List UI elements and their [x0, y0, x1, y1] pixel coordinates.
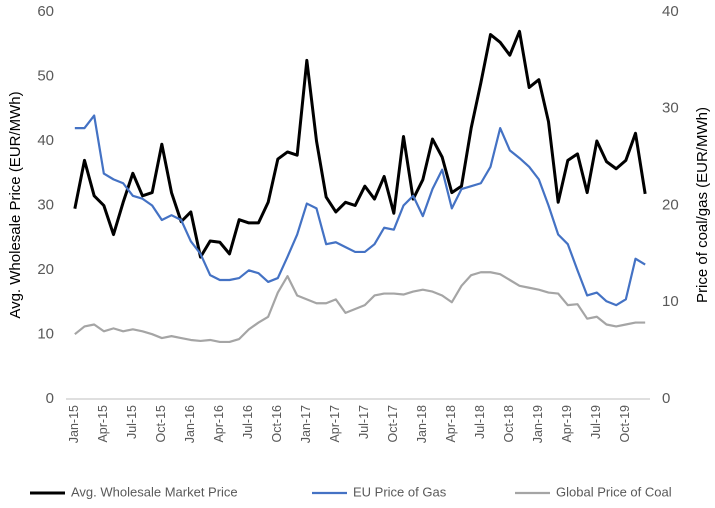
y-tick-label: 50: [37, 67, 54, 84]
y2-tick-label: 20: [662, 196, 679, 213]
x-tick-label: Jul-16: [241, 405, 255, 439]
series-line: [73, 29, 647, 259]
y2-axis-title: Price of coal/gas (EUR/MWh): [694, 107, 711, 303]
x-tick-label: Oct-19: [618, 405, 632, 443]
x-tick-label: Oct-17: [386, 405, 400, 443]
y-tick-label: 40: [37, 132, 54, 149]
y-axis-title: Avg. Wholesale Price (EUR/MWh): [7, 91, 24, 318]
y2-tick-label: 30: [662, 100, 679, 117]
x-tick-label: Oct-18: [502, 405, 516, 443]
x-tick-label: Jan-15: [67, 405, 81, 443]
x-tick-label: Oct-16: [270, 405, 284, 443]
x-tick-label: Apr-19: [560, 405, 574, 443]
y-tick-label: 30: [37, 196, 54, 213]
series-line: [74, 271, 646, 344]
x-tick-label: Jan-16: [183, 405, 197, 443]
y-tick-label: 0: [46, 390, 54, 407]
x-tick-label: Jul-19: [589, 405, 603, 439]
legend-label: Global Price of Coal: [556, 484, 672, 499]
y-tick-label: 10: [37, 325, 54, 342]
x-tick-label: Jan-17: [299, 405, 313, 443]
y2-tick-label: 0: [662, 390, 670, 407]
x-tick-label: Apr-18: [444, 405, 458, 443]
x-tick-label: Jul-17: [357, 405, 371, 439]
y-tick-label: 20: [37, 261, 54, 278]
y-tick-label: 60: [37, 3, 54, 20]
legend-label: Avg. Wholesale Market Price: [71, 484, 238, 499]
legend-label: EU Price of Gas: [353, 484, 447, 499]
y2-tick-label: 10: [662, 293, 679, 310]
series-line: [74, 114, 646, 307]
x-tick-label: Oct-15: [154, 405, 168, 443]
y2-tick-label: 40: [662, 3, 679, 20]
x-tick-label: Apr-17: [328, 405, 342, 443]
x-tick-label: Jul-18: [473, 405, 487, 439]
x-tick-label: Apr-15: [96, 405, 110, 443]
x-tick-label: Jan-18: [415, 405, 429, 443]
x-tick-label: Jan-19: [531, 405, 545, 443]
x-tick-label: Apr-16: [212, 405, 226, 443]
x-tick-label: Jul-15: [125, 405, 139, 439]
